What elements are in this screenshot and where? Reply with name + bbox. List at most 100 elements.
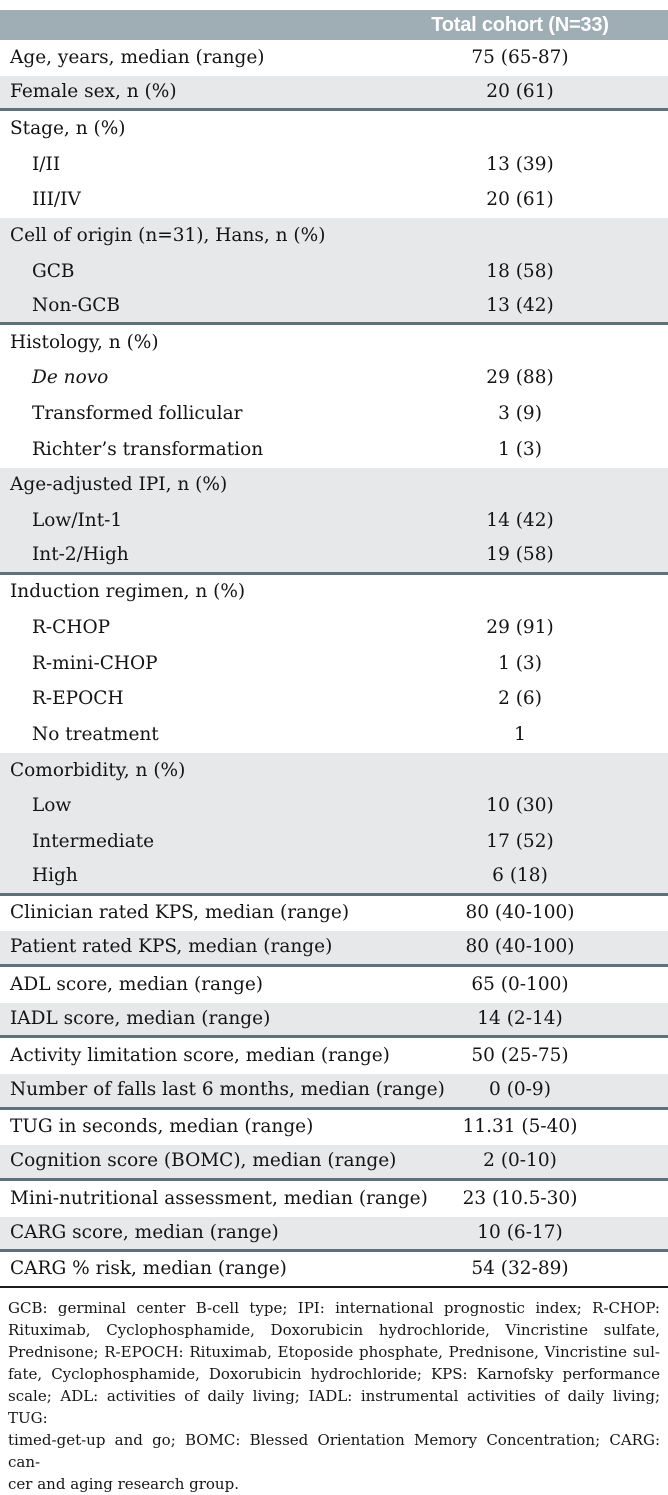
row-label: Age, years, median (range) xyxy=(10,46,265,68)
row-value: 3 (9) xyxy=(498,403,542,425)
table-row: GCB 18 (58) xyxy=(0,253,668,290)
row-value: 6 (18) xyxy=(492,865,548,887)
table-group-row: Age-adjusted IPI, n (%) xyxy=(0,467,668,504)
table-row: CARG % risk, median (range) 54 (32-89) xyxy=(0,1252,668,1288)
table-row: Intermediate 17 (52) xyxy=(0,824,668,861)
table-group-row: Cell of origin (n=31), Hans, n (%) xyxy=(0,218,668,254)
table-row: Female sex, n (%) 20 (61) xyxy=(0,75,668,112)
table-row: ADL score, median (range) 65 (0-100) xyxy=(0,967,668,1003)
table-row: Age, years, median (range) 75 (65-87) xyxy=(0,40,668,76)
table-header-row: Total cohort (N=33) xyxy=(0,10,668,40)
footnote-line: fate, Cyclophosphamide, Doxorubicin hydr… xyxy=(8,1364,660,1383)
row-label: TUG in seconds, median (range) xyxy=(10,1116,314,1138)
table-row: I/II 13 (39) xyxy=(0,146,668,183)
row-label: Age-adjusted IPI, n (%) xyxy=(10,474,228,496)
table-row: Number of falls last 6 months, median (r… xyxy=(0,1074,668,1110)
table-row: IADL score, median (range) 14 (2-14) xyxy=(0,1002,668,1039)
table-row: III/IV 20 (61) xyxy=(0,182,668,219)
row-value: 17 (52) xyxy=(486,831,554,853)
row-label: High xyxy=(32,865,78,887)
table-row: Clinician rated KPS, median (range) 80 (4… xyxy=(0,895,668,932)
row-label: Female sex, n (%) xyxy=(10,80,177,102)
row-label: III/IV xyxy=(32,189,81,211)
row-value: 19 (58) xyxy=(486,544,554,566)
table-group-row: Comorbidity, n (%) xyxy=(0,753,668,789)
footnote-line: GCB: germinal center B-cell type; IPI: i… xyxy=(8,1298,660,1317)
row-label: IADL score, median (range) xyxy=(10,1007,271,1029)
row-value: 20 (61) xyxy=(486,80,554,102)
row-value: 10 (6-17) xyxy=(477,1221,563,1243)
row-label: Cell of origin (n=31), Hans, n (%) xyxy=(10,224,326,246)
row-label: Non-GCB xyxy=(32,294,121,316)
row-label: I/II xyxy=(32,153,61,175)
row-label: Low/Int-1 xyxy=(32,510,123,532)
table-row: De novo 29 (88) xyxy=(0,360,668,397)
row-label: De novo xyxy=(32,367,109,389)
row-value: 23 (10.5-30) xyxy=(462,1187,578,1209)
row-label: Number of falls last 6 months, median (r… xyxy=(10,1079,445,1101)
row-value: 50 (25-75) xyxy=(471,1044,569,1066)
row-label: Stage, n (%) xyxy=(10,117,126,139)
row-value: 1 xyxy=(514,724,526,746)
row-value: 65 (0-100) xyxy=(471,973,569,995)
row-label: Mini-nutritional assessment, median (ran… xyxy=(10,1187,428,1209)
row-value: 13 (39) xyxy=(486,153,554,175)
row-value: 29 (91) xyxy=(486,617,554,639)
table-row: Patient rated KPS, median (range) 80 (40-… xyxy=(0,931,668,968)
table-row: CARG score, median (range) 10 (6-17) xyxy=(0,1216,668,1253)
table-row: Mini-nutritional assessment, median (ran… xyxy=(0,1181,668,1217)
row-label: R-CHOP xyxy=(32,617,111,639)
table-row: Transformed follicular 3 (9) xyxy=(0,396,668,433)
row-label: Low xyxy=(32,795,72,817)
column-header-total-cohort: Total cohort (N=33) xyxy=(431,13,609,36)
row-label: R-mini-CHOP xyxy=(32,652,158,674)
table-footnote: GCB: germinal center B-cell type; IPI: i… xyxy=(0,1288,668,1495)
row-label: Clinician rated KPS, median (range) xyxy=(10,902,350,924)
footnote-line: timed-get-up and go; BOMC: Blessed Orien… xyxy=(8,1430,660,1471)
table-row: TUG in seconds, median (range) 11.31 (5-4… xyxy=(0,1109,668,1146)
row-label: Histology, n (%) xyxy=(10,331,159,353)
table-row: Low 10 (30) xyxy=(0,788,668,825)
footnote-line: cer and aging research group. xyxy=(8,1474,239,1493)
row-label: Activity limitation score, median (range… xyxy=(10,1044,390,1066)
row-value: 0 (0-9) xyxy=(489,1079,551,1101)
table-row: R-CHOP 29 (91) xyxy=(0,610,668,647)
footnote-line: scale; ADL: activities of daily living; … xyxy=(8,1386,660,1427)
row-value: 10 (30) xyxy=(486,795,554,817)
table-row: Non-GCB 13 (42) xyxy=(0,289,668,326)
row-value: 54 (32-89) xyxy=(471,1257,569,1279)
row-label: No treatment xyxy=(32,724,159,746)
table-body: Age, years, median (range) 75 (65-87) Fema… xyxy=(0,40,668,1288)
table-row: High 6 (18) xyxy=(0,860,668,896)
row-value: 20 (61) xyxy=(486,189,554,211)
row-label: Richter’s transformation xyxy=(32,438,264,460)
row-label: GCB xyxy=(32,260,75,282)
row-value: 1 (3) xyxy=(498,652,542,674)
row-label: CARG % risk, median (range) xyxy=(10,1257,287,1279)
table-row: No treatment 1 xyxy=(0,717,668,754)
row-label: ADL score, median (range) xyxy=(10,973,263,995)
table-row: Activity limitation score, median (range… xyxy=(0,1038,668,1075)
row-label: CARG score, median (range) xyxy=(10,1221,279,1243)
row-value: 75 (65-87) xyxy=(471,46,569,68)
table-row: Int-2/High 19 (58) xyxy=(0,539,668,575)
table-row: Cognition score (BOMC), median (range) 2 … xyxy=(0,1145,668,1181)
table-group-row: Stage, n (%) xyxy=(0,111,668,147)
row-label: Int-2/High xyxy=(32,544,129,566)
row-value: 11.31 (5-40) xyxy=(462,1116,578,1138)
row-value: 14 (2-14) xyxy=(477,1007,563,1029)
row-value: 1 (3) xyxy=(498,438,542,460)
row-label: Patient rated KPS, median (range) xyxy=(10,936,333,958)
table-group-row: Histology, n (%) xyxy=(0,325,668,361)
row-label: R-EPOCH xyxy=(32,688,124,710)
row-value: 14 (42) xyxy=(486,510,554,532)
row-label: Cognition score (BOMC), median (range) xyxy=(10,1150,397,1172)
row-value: 18 (58) xyxy=(486,260,554,282)
row-value: 2 (0-10) xyxy=(483,1150,557,1172)
row-value: 80 (40-100) xyxy=(465,936,575,958)
table-row: R-mini-CHOP 1 (3) xyxy=(0,646,668,682)
table-row: Low/Int-1 14 (42) xyxy=(0,503,668,540)
row-label: Intermediate xyxy=(32,831,155,853)
header-label-column-spacer xyxy=(0,10,372,40)
